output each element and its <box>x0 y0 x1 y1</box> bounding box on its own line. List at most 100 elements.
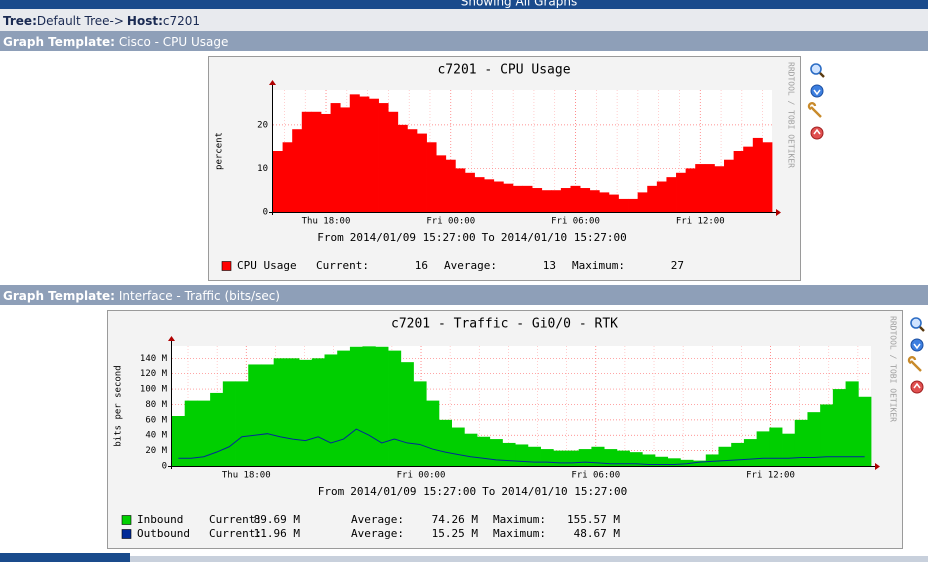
legend-swatch <box>221 261 232 271</box>
area-step <box>400 362 414 466</box>
area-step <box>695 164 706 212</box>
template-bar <box>0 31 928 51</box>
y-tick-label: 140 M <box>140 354 168 364</box>
tree[interactable]: Default Tree-> <box>37 14 124 28</box>
time-range-part: 2014/01/10 15:27:00 <box>501 485 627 498</box>
area-step <box>260 364 275 466</box>
zoom-lens[interactable] <box>910 317 922 329</box>
area-step <box>618 198 629 212</box>
area-step <box>580 188 591 212</box>
area-step <box>197 400 211 466</box>
area-step <box>493 181 504 212</box>
legend-stat-value: 89.69 M <box>254 513 301 526</box>
area-step <box>413 381 427 466</box>
area-step <box>273 151 283 212</box>
axis-arrow <box>875 463 880 470</box>
area-step <box>704 164 715 212</box>
top-bar <box>0 0 928 9</box>
area-step <box>489 439 503 466</box>
time-range-part: From <box>317 231 344 244</box>
edit-icon[interactable] <box>907 355 922 372</box>
area-step <box>474 177 485 212</box>
area-step <box>455 168 466 212</box>
zoom-lens[interactable] <box>810 63 822 75</box>
tree-label: Tree: <box>3 14 37 28</box>
area-step <box>311 111 322 212</box>
area-step <box>359 96 370 212</box>
area-step <box>858 396 872 466</box>
area-step <box>570 185 581 212</box>
download-arrow[interactable] <box>913 343 921 350</box>
y-tick-label: 0 <box>162 462 167 472</box>
area-step <box>676 172 687 212</box>
graph-title: c7201 - CPU Usage <box>437 63 570 78</box>
area-step <box>629 452 643 466</box>
legend-stat-label: Maximum: <box>493 527 546 540</box>
area-step <box>426 400 440 466</box>
area-step <box>426 142 437 212</box>
zoom-icon[interactable] <box>810 63 825 78</box>
y-tick-label: 120 M <box>140 369 168 379</box>
area-step <box>724 159 735 212</box>
area-step <box>756 431 770 466</box>
time-range-part: To <box>482 485 495 498</box>
area-step <box>464 433 478 466</box>
legend-stat-label: Current: <box>209 527 262 540</box>
y-tick-label: 60 M <box>145 415 167 425</box>
zoom-icon[interactable] <box>910 317 925 332</box>
x-tick-label: Fri 00:00 <box>426 217 475 227</box>
time-range-part: 2014/01/09 15:27:00 <box>350 231 476 244</box>
legend-stat-value: 27 <box>671 259 684 272</box>
template-name: Interface - Traffic (bits/sec) <box>119 289 280 303</box>
legend-stat-label: Maximum: <box>493 513 546 526</box>
area-step <box>782 433 796 466</box>
download-arrow[interactable] <box>813 89 821 96</box>
legend-stat-label: Average: <box>351 513 404 526</box>
zoom-handle[interactable] <box>819 72 825 78</box>
area-step <box>714 166 725 212</box>
x-tick-label: Fri 06:00 <box>551 217 600 227</box>
area-step <box>685 168 696 212</box>
host[interactable]: c7201 <box>163 14 200 28</box>
area-step <box>637 192 648 212</box>
delete-icon[interactable] <box>910 380 924 394</box>
area-step <box>693 460 707 466</box>
area-step <box>324 354 338 466</box>
legend-stat-label: Current: <box>316 259 369 272</box>
area-step <box>608 194 619 212</box>
area-step <box>286 358 300 466</box>
area-step <box>752 137 763 212</box>
delete-icon[interactable] <box>810 126 824 140</box>
x-tick-label: Fri 12:00 <box>746 471 795 481</box>
download-icon[interactable] <box>910 338 924 352</box>
area-step <box>464 172 475 212</box>
legend-name: Outbound <box>137 527 190 540</box>
area-step <box>515 444 529 466</box>
template-label: Graph Template: <box>3 289 115 303</box>
y-tick-label: 20 M <box>145 446 167 456</box>
time-range: From 2014/01/09 15:27:00 To 2014/01/10 15:2… <box>317 231 626 244</box>
edit-icon[interactable] <box>807 101 822 118</box>
delete-arrow[interactable] <box>813 128 821 135</box>
area-step <box>349 94 360 212</box>
credit: RRDTOOL / TOBI OETIKER <box>889 316 898 422</box>
area-step <box>553 450 567 466</box>
area-step <box>438 419 452 466</box>
area-step <box>292 129 303 212</box>
delete-arrow[interactable] <box>913 382 921 389</box>
legend-stat-value: 11.96 M <box>254 527 301 540</box>
area-step <box>388 111 399 212</box>
y-tick-label: 0 <box>263 208 268 218</box>
credit: RRDTOOL / TOBI OETIKER <box>787 62 796 168</box>
area-step <box>540 449 554 466</box>
x-tick-label: Fri 00:00 <box>397 471 446 481</box>
area-step <box>349 346 364 466</box>
breadcrumb-bar <box>0 9 928 31</box>
area-step <box>222 381 236 466</box>
download-icon[interactable] <box>810 84 824 98</box>
area-step <box>762 142 773 212</box>
x-tick-label: Thu 18:00 <box>302 217 351 227</box>
area-step <box>731 442 745 466</box>
zoom-handle[interactable] <box>919 326 925 332</box>
